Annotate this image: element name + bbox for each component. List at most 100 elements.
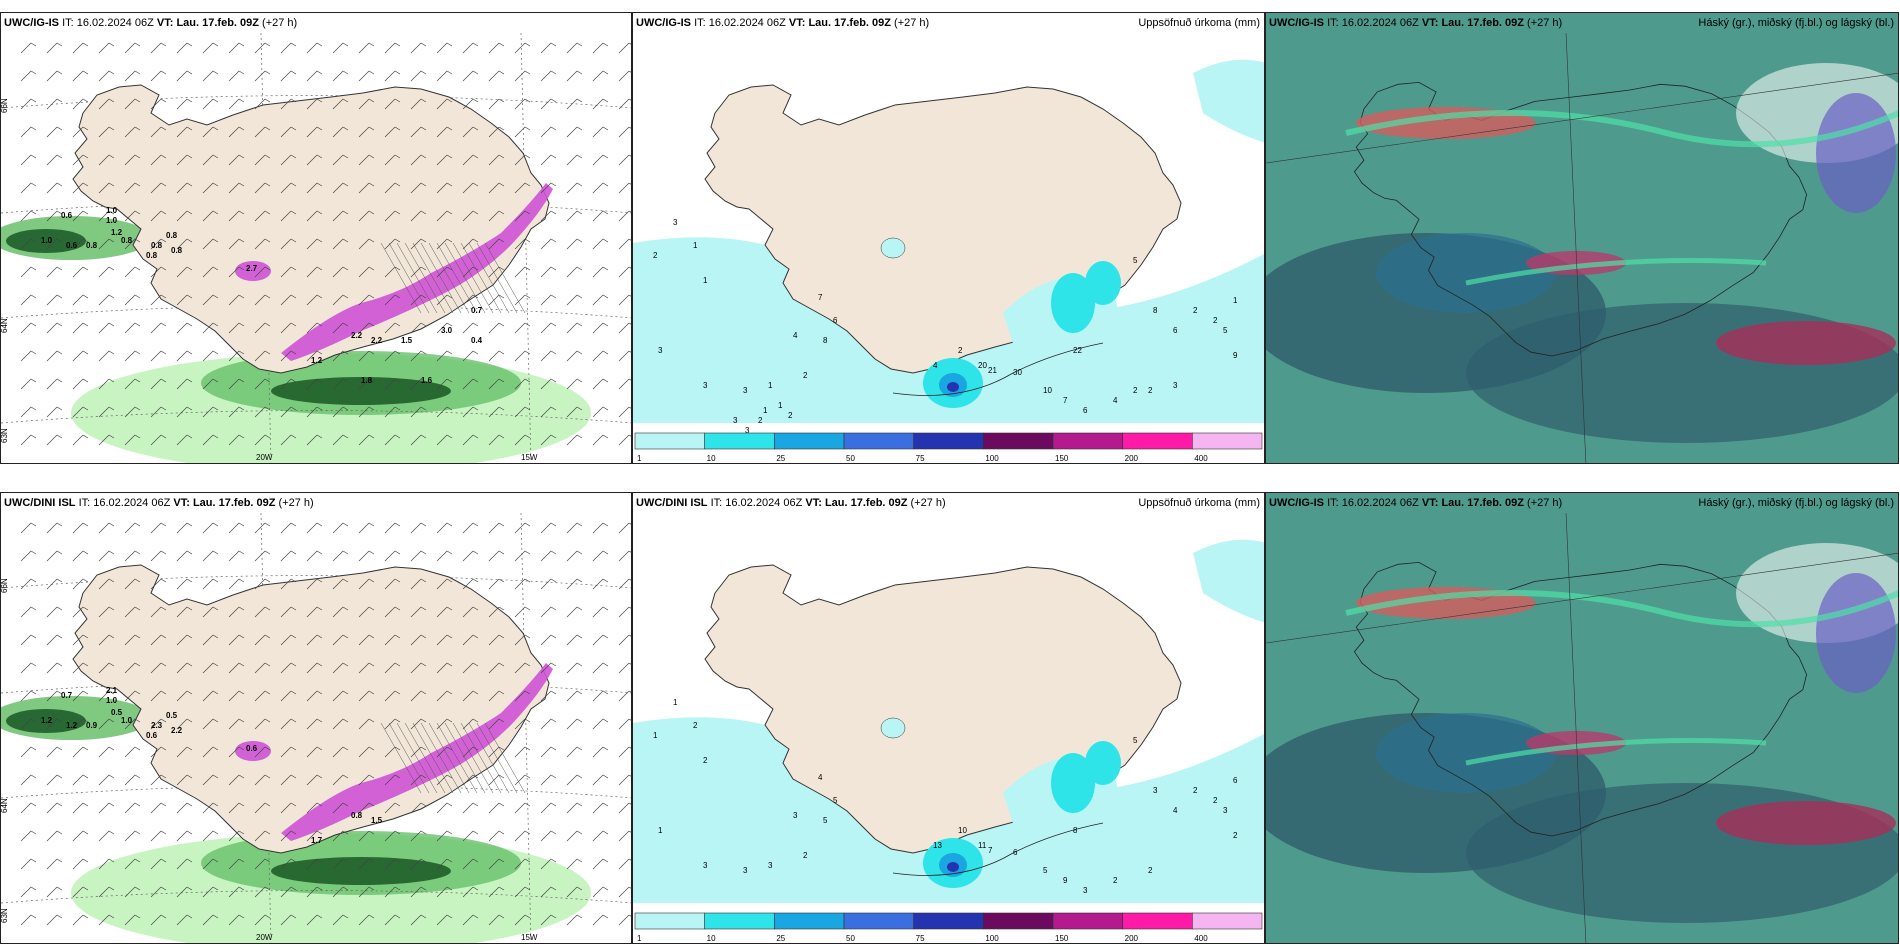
wind-barb — [46, 606, 63, 618]
wind-barb — [176, 914, 193, 926]
wind-barb — [202, 322, 219, 334]
wind-barb — [566, 914, 583, 926]
wind-barb — [540, 662, 557, 674]
wind-barb — [384, 350, 401, 362]
wind-barb — [254, 322, 271, 334]
wind-barb — [124, 718, 141, 730]
value-label: 2 — [1193, 786, 1198, 795]
wind-barb — [72, 266, 89, 278]
mid-cloud-violet — [1816, 573, 1896, 693]
hatch-line — [404, 722, 446, 794]
precip-dark-area — [947, 382, 959, 392]
wind-barb — [410, 350, 427, 362]
wind-barb — [176, 98, 193, 110]
wind-barb — [72, 802, 89, 814]
value-label: 11 — [978, 841, 987, 850]
wind-barb — [488, 350, 505, 362]
wind-barb — [20, 238, 37, 250]
wind-barb — [202, 350, 219, 362]
wind-barb — [566, 886, 583, 898]
value-label: 0.8 — [171, 246, 183, 255]
wind-barb — [592, 126, 609, 138]
wind-barb — [46, 322, 63, 334]
wind-barb — [150, 718, 167, 730]
wind-barb — [150, 886, 167, 898]
wind-barb — [462, 550, 479, 562]
wind-barb — [254, 70, 271, 82]
wind-barb — [306, 126, 323, 138]
precip-dark-area — [947, 862, 959, 872]
wind-barb — [566, 774, 583, 786]
wind-barb — [436, 718, 453, 730]
wind-barb — [332, 886, 349, 898]
wind-barb — [176, 126, 193, 138]
wind-barb — [46, 210, 63, 222]
wind-barb — [566, 238, 583, 250]
wind-barb — [254, 746, 271, 758]
wind-barb — [254, 802, 271, 814]
wind-barb — [358, 238, 375, 250]
wind-barb — [358, 578, 375, 590]
wind-barb — [410, 914, 427, 926]
wind-barb — [332, 70, 349, 82]
panel-ig-is-precip: UWC/IG-IS IT: 16.02.2024 06Z VT: Lau. 17… — [632, 12, 1265, 464]
wind-barb — [618, 662, 631, 674]
value-label: 2.1 — [106, 686, 118, 695]
value-label: 1 — [778, 401, 783, 410]
wind-barb — [410, 322, 427, 334]
wind-barb — [384, 434, 401, 446]
wind-barb — [72, 746, 89, 758]
wind-barb — [436, 522, 453, 534]
wind-barb — [410, 690, 427, 702]
wind-barb — [202, 718, 219, 730]
lat-label: 63N — [1, 908, 9, 923]
wind-barb — [618, 42, 631, 54]
wind-barb — [202, 294, 219, 306]
wind-barb — [202, 98, 219, 110]
hatch-line — [460, 242, 502, 314]
wind-barb — [410, 522, 427, 534]
wind-barb — [20, 266, 37, 278]
wind-barb — [98, 238, 115, 250]
wind-barb — [306, 634, 323, 646]
wind-barb — [488, 606, 505, 618]
wind-barb — [254, 858, 271, 870]
value-label: 22 — [1073, 346, 1082, 355]
precip-cyan-area — [1051, 273, 1095, 333]
wind-barb — [410, 634, 427, 646]
hatch-line — [404, 242, 446, 314]
wind-barb — [358, 858, 375, 870]
wind-barb — [280, 606, 297, 618]
wind-barb — [46, 914, 63, 926]
wind-barb — [488, 914, 505, 926]
wind-barb — [306, 718, 323, 730]
wind-barb — [280, 578, 297, 590]
value-label: 3 — [703, 381, 708, 390]
wind-barb — [358, 606, 375, 618]
panel-dini-clouds: UWC/IG-IS IT: 16.02.2024 06Z VT: Lau. 17… — [1265, 492, 1899, 944]
colorbar-segment — [634, 912, 705, 930]
wind-barb — [618, 98, 631, 110]
value-label: 7 — [988, 846, 993, 855]
wind-barb — [150, 70, 167, 82]
value-label: 6 — [833, 316, 838, 325]
wind-barb — [488, 802, 505, 814]
value-label: 0.6 — [246, 744, 258, 753]
value-label: 5 — [1043, 866, 1048, 875]
wind-barb — [150, 746, 167, 758]
wind-barb — [20, 606, 37, 618]
wind-barb — [98, 886, 115, 898]
wind-barb — [384, 210, 401, 222]
wind-barb — [384, 238, 401, 250]
wind-barb — [228, 98, 245, 110]
wind-barb — [176, 154, 193, 166]
wind-barb — [410, 802, 427, 814]
map-p4: 0.71.21.22.11.01.02.32.20.5 0.50.90.60.80… — [1, 493, 631, 943]
wind-barb — [72, 522, 89, 534]
wind-barb — [488, 662, 505, 674]
wind-barb — [436, 70, 453, 82]
wind-barb — [462, 182, 479, 194]
lat-label: 64N — [1, 798, 9, 813]
value-label: 1 — [703, 276, 708, 285]
wind-barb — [150, 578, 167, 590]
